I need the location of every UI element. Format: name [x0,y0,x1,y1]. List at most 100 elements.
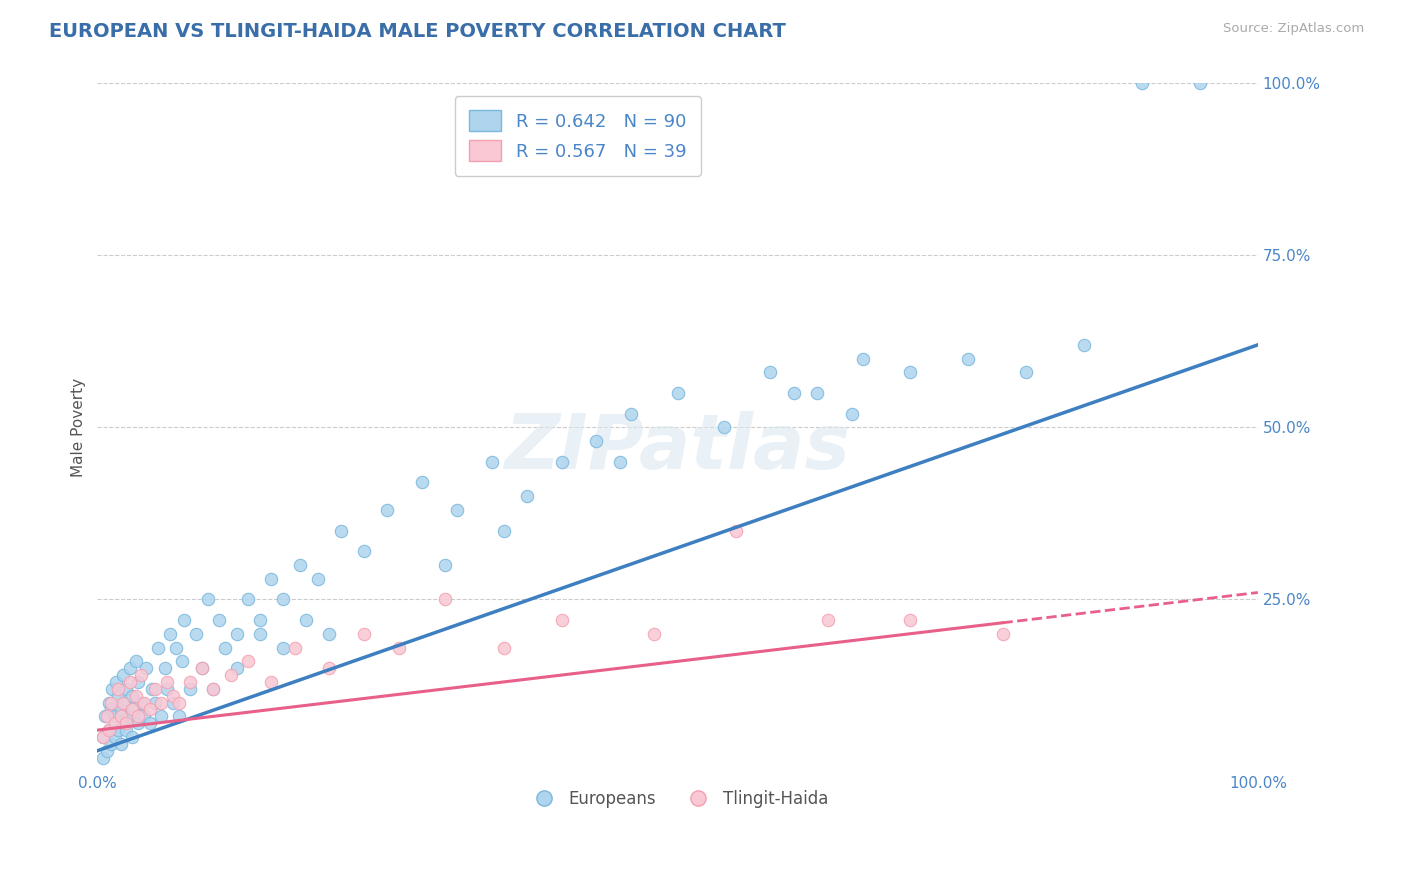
Point [330,524,353,538]
Point [156,681,179,696]
Point [121,702,143,716]
Text: EUROPEAN VS TLINGIT-HAIDA MALE POVERTY CORRELATION CHART: EUROPEAN VS TLINGIT-HAIDA MALE POVERTY C… [49,22,786,41]
Point [318,627,340,641]
Point [112,696,135,710]
Point [991,627,1014,641]
Point [806,386,828,401]
Point [115,723,138,738]
Point [643,627,665,641]
Point [107,723,129,738]
Point [353,627,375,641]
Point [107,689,129,703]
Point [124,702,146,716]
Point [271,592,294,607]
Point [249,627,271,641]
Point [492,524,515,538]
Point [110,709,132,723]
Point [377,503,399,517]
Point [388,640,411,655]
Point [91,750,114,764]
Point [97,723,120,738]
Point [353,544,375,558]
Point [197,592,219,607]
Point [132,696,155,710]
Point [104,675,127,690]
Point [124,654,146,668]
Point [434,558,457,572]
Point [162,696,184,710]
Point [817,613,839,627]
Point [225,627,247,641]
Point [96,744,118,758]
Point [118,709,141,723]
Point [1073,338,1095,352]
Point [956,351,979,366]
Point [127,709,149,723]
Point [127,675,149,690]
Point [307,572,329,586]
Point [238,654,260,668]
Point [145,696,167,710]
Point [97,723,120,738]
Point [1015,365,1038,379]
Point [852,351,875,366]
Point [146,640,169,655]
Point [100,702,122,716]
Point [159,627,181,641]
Point [97,696,120,710]
Point [284,640,307,655]
Point [111,668,134,682]
Point [585,434,607,449]
Point [184,627,207,641]
Point [550,613,572,627]
Point [124,689,146,703]
Point [94,709,117,723]
Text: Source: ZipAtlas.com: Source: ZipAtlas.com [1223,22,1364,36]
Point [411,475,433,490]
Point [179,681,201,696]
Point [318,661,340,675]
Point [115,681,138,696]
Point [481,455,503,469]
Point [225,661,247,675]
Point [446,503,468,517]
Point [96,709,118,723]
Point [104,716,127,731]
Point [550,455,572,469]
Point [434,592,457,607]
Point [156,675,179,690]
Point [492,640,515,655]
Point [104,709,127,723]
Point [260,675,283,690]
Point [91,730,114,744]
Point [165,640,187,655]
Point [101,681,124,696]
Point [295,613,318,627]
Point [173,613,195,627]
Point [138,702,160,716]
Point [271,640,294,655]
Point [898,365,921,379]
Point [1188,77,1211,91]
Point [260,572,283,586]
Point [141,681,163,696]
Point [104,730,127,744]
Point [666,386,689,401]
Point [238,592,260,607]
Point [91,730,114,744]
Point [841,407,863,421]
Point [118,675,141,690]
Y-axis label: Male Poverty: Male Poverty [72,378,86,477]
Point [115,716,138,731]
Point [202,681,225,696]
Point [100,696,122,710]
Point [131,696,153,710]
Point [110,737,132,751]
Point [202,681,225,696]
Point [516,489,538,503]
Point [290,558,312,572]
Text: ZIPatlas: ZIPatlas [505,411,851,485]
Point [759,365,782,379]
Point [110,702,132,716]
Point [121,730,143,744]
